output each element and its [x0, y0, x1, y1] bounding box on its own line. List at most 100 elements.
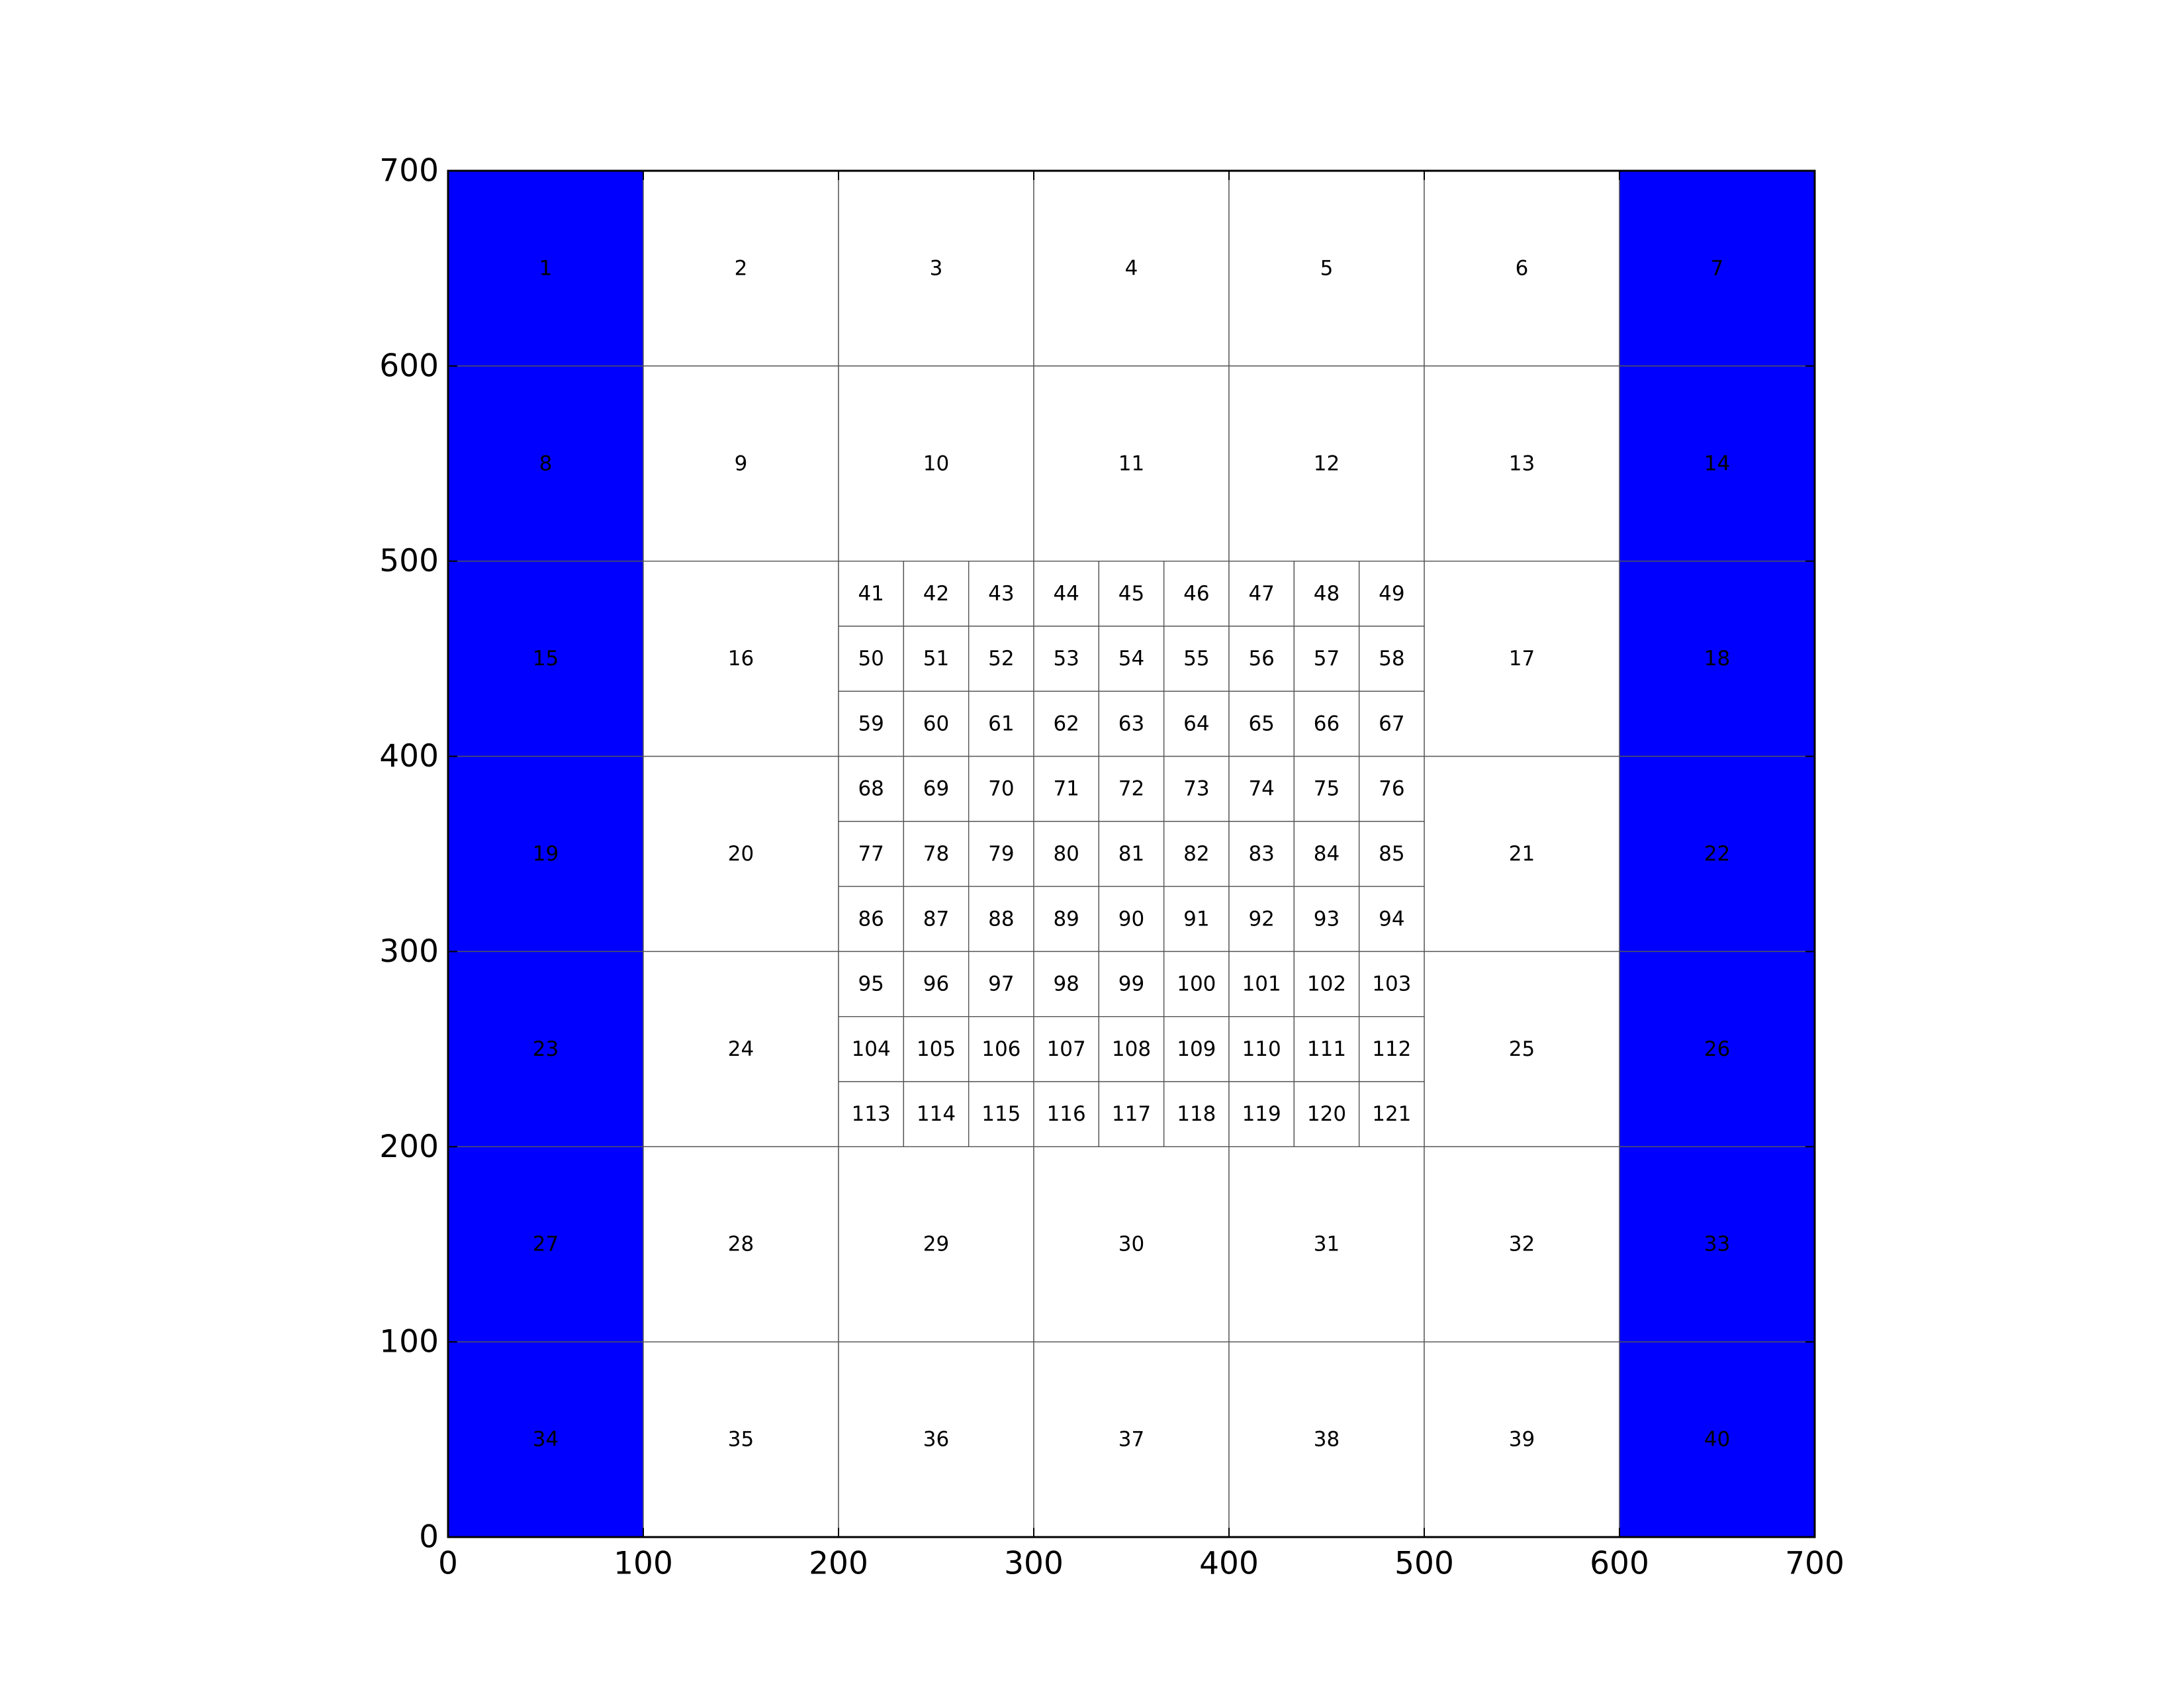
cell-id-label: 45	[1118, 582, 1144, 606]
cell-id-label: 96	[923, 972, 949, 996]
x-tick-label: 0	[438, 1546, 458, 1582]
cell-id-label: 87	[923, 907, 949, 931]
cell-id-label: 28	[728, 1233, 754, 1256]
cell-id-label: 7	[1711, 256, 1724, 280]
cell-id-label: 47	[1248, 582, 1274, 606]
cell-id-label: 86	[858, 907, 884, 931]
cell-id-label: 9	[735, 451, 748, 475]
cell-id-label: 64	[1183, 712, 1209, 735]
cell-id-label: 69	[923, 777, 949, 801]
cell-id-label: 108	[1112, 1037, 1151, 1061]
cell-id-label: 8	[539, 451, 553, 475]
cell-id-label: 95	[858, 972, 884, 996]
cell-id-label: 53	[1053, 647, 1079, 671]
cell-id-label: 97	[988, 972, 1014, 996]
cell-id-label: 19	[533, 842, 559, 866]
cell-id-label: 51	[923, 647, 949, 671]
cell-id-label: 56	[1248, 647, 1274, 671]
cell-id-label: 1	[539, 256, 553, 280]
cell-id-label: 61	[988, 712, 1014, 735]
cell-id-label: 35	[728, 1428, 754, 1452]
cell-id-label: 38	[1314, 1428, 1340, 1452]
cell-id-label: 33	[1704, 1233, 1730, 1256]
x-tick-label: 600	[1590, 1546, 1649, 1582]
cell-id-label: 106	[981, 1037, 1021, 1061]
cell-id-label: 99	[1118, 972, 1144, 996]
cell-id-label: 71	[1053, 777, 1079, 801]
cell-id-label: 50	[858, 647, 884, 671]
cell-id-label: 20	[728, 842, 754, 866]
y-tick-label: 600	[379, 348, 439, 384]
cell-id-label: 10	[923, 451, 949, 475]
cell-id-label: 25	[1509, 1037, 1535, 1061]
cell-id-label: 92	[1248, 907, 1274, 931]
y-tick-label: 100	[379, 1324, 439, 1360]
cell-id-label: 43	[988, 582, 1014, 606]
cell-id-label: 74	[1248, 777, 1274, 801]
cell-id-label: 36	[923, 1428, 949, 1452]
y-tick-label: 500	[379, 543, 439, 579]
cell-id-label: 4	[1125, 256, 1138, 280]
x-tick-label: 500	[1394, 1546, 1454, 1582]
cell-id-label: 2	[735, 256, 748, 280]
y-tick-label: 0	[419, 1519, 439, 1556]
cell-id-label: 117	[1112, 1102, 1151, 1126]
cell-id-label: 101	[1242, 972, 1281, 996]
cell-id-label: 90	[1118, 907, 1144, 931]
cell-id-label: 14	[1704, 451, 1730, 475]
cell-id-label: 11	[1118, 451, 1144, 475]
cell-id-label: 13	[1509, 451, 1535, 475]
x-tick-label: 700	[1785, 1546, 1844, 1582]
cell-id-label: 40	[1704, 1428, 1730, 1452]
cell-id-label: 75	[1314, 777, 1340, 801]
cell-id-label: 104	[852, 1037, 891, 1061]
cell-id-label: 83	[1248, 842, 1274, 866]
cell-id-label: 21	[1509, 842, 1535, 866]
cell-id-label: 27	[533, 1233, 559, 1256]
cell-id-label: 29	[923, 1233, 949, 1256]
cell-id-label: 24	[728, 1037, 754, 1061]
cell-id-label: 79	[988, 842, 1014, 866]
cell-id-label: 80	[1053, 842, 1079, 866]
y-tick-label: 700	[379, 153, 439, 189]
cell-id-label: 73	[1183, 777, 1209, 801]
cell-id-label: 63	[1118, 712, 1144, 735]
cell-id-label: 26	[1704, 1037, 1730, 1061]
cell-id-label: 37	[1118, 1428, 1144, 1452]
cell-id-label: 52	[988, 647, 1014, 671]
cell-id-label: 22	[1704, 842, 1730, 866]
cell-id-label: 18	[1704, 647, 1730, 671]
cell-id-label: 103	[1372, 972, 1411, 996]
cell-id-label: 30	[1118, 1233, 1144, 1256]
cell-id-label: 78	[923, 842, 949, 866]
cell-id-label: 102	[1307, 972, 1346, 996]
cell-id-label: 109	[1177, 1037, 1216, 1061]
cell-id-label: 85	[1379, 842, 1404, 866]
cell-id-label: 77	[858, 842, 884, 866]
cell-id-label: 41	[858, 582, 884, 606]
cell-id-label: 119	[1242, 1102, 1281, 1126]
cell-id-label: 67	[1379, 712, 1404, 735]
cell-id-label: 110	[1242, 1037, 1281, 1061]
cell-id-label: 91	[1183, 907, 1209, 931]
cell-id-label: 57	[1314, 647, 1340, 671]
cell-id-label: 68	[858, 777, 884, 801]
y-tick-label: 300	[379, 933, 439, 970]
cell-id-label: 5	[1320, 256, 1334, 280]
y-tick-label: 400	[379, 738, 439, 774]
cell-id-label: 48	[1314, 582, 1340, 606]
cell-id-label: 23	[533, 1037, 559, 1061]
cell-id-label: 93	[1314, 907, 1340, 931]
cell-id-label: 89	[1053, 907, 1079, 931]
cell-id-label: 12	[1314, 451, 1340, 475]
cell-id-label: 49	[1379, 582, 1404, 606]
cell-id-label: 55	[1183, 647, 1209, 671]
cell-id-label: 39	[1509, 1428, 1535, 1452]
cell-id-label: 46	[1183, 582, 1209, 606]
cell-id-label: 114	[917, 1102, 956, 1126]
cell-id-label: 105	[917, 1037, 956, 1061]
cell-id-label: 6	[1516, 256, 1529, 280]
cell-id-label: 118	[1177, 1102, 1216, 1126]
cell-id-label: 115	[981, 1102, 1021, 1126]
x-tick-label: 400	[1199, 1546, 1259, 1582]
